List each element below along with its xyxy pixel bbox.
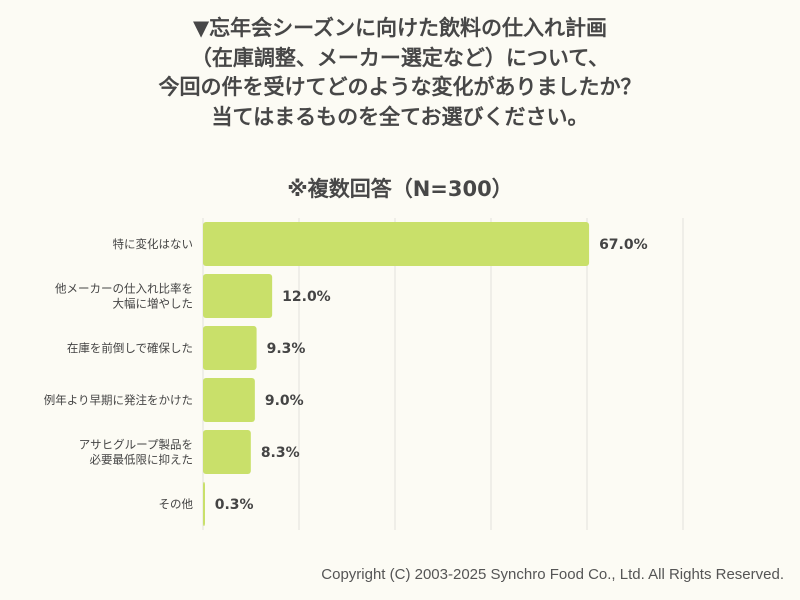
title-line: 当てはまるものを全てお選びください。 (211, 104, 589, 129)
data-label: 0.3% (215, 497, 254, 513)
category-label: 特に変化はない (113, 237, 194, 251)
category-label: 他メーカーの仕入れ比率を (55, 282, 193, 296)
bar (203, 378, 255, 422)
title-line: 今回の件を受けてどのような変化がありましたか？ (158, 75, 642, 99)
bar (203, 326, 257, 370)
category-label: その他 (159, 497, 194, 511)
category-label: 必要最低限に抑えた (90, 453, 194, 467)
chart-title: ▼忘年会シーズンに向けた飲料の仕入れ計画 （在庫調整、メーカー選定など）について… (0, 14, 800, 132)
copyright: Copyright (C) 2003-2025 Synchro Food Co.… (321, 566, 784, 583)
data-label: 9.3% (267, 341, 306, 357)
bar (203, 222, 590, 266)
category-label: 在庫を前倒しで確保した (67, 341, 193, 355)
data-label: 12.0% (282, 289, 331, 305)
title-line: ▼忘年会シーズンに向けた飲料の仕入れ計画 (192, 16, 608, 40)
title-line: （在庫調整、メーカー選定など）について、 (190, 45, 610, 70)
bar (203, 482, 205, 526)
bar (203, 430, 251, 474)
category-label: アサヒグループ製品を (79, 438, 193, 452)
chart-subtitle: ※複数回答（N=300） (287, 177, 513, 201)
category-label: 例年より早期に発注をかけた (44, 393, 193, 407)
category-label: 大幅に増やした (113, 297, 194, 311)
data-label: 8.3% (261, 445, 300, 461)
data-label: 9.0% (265, 393, 304, 409)
bar (203, 274, 273, 318)
data-label: 67.0% (599, 237, 648, 253)
